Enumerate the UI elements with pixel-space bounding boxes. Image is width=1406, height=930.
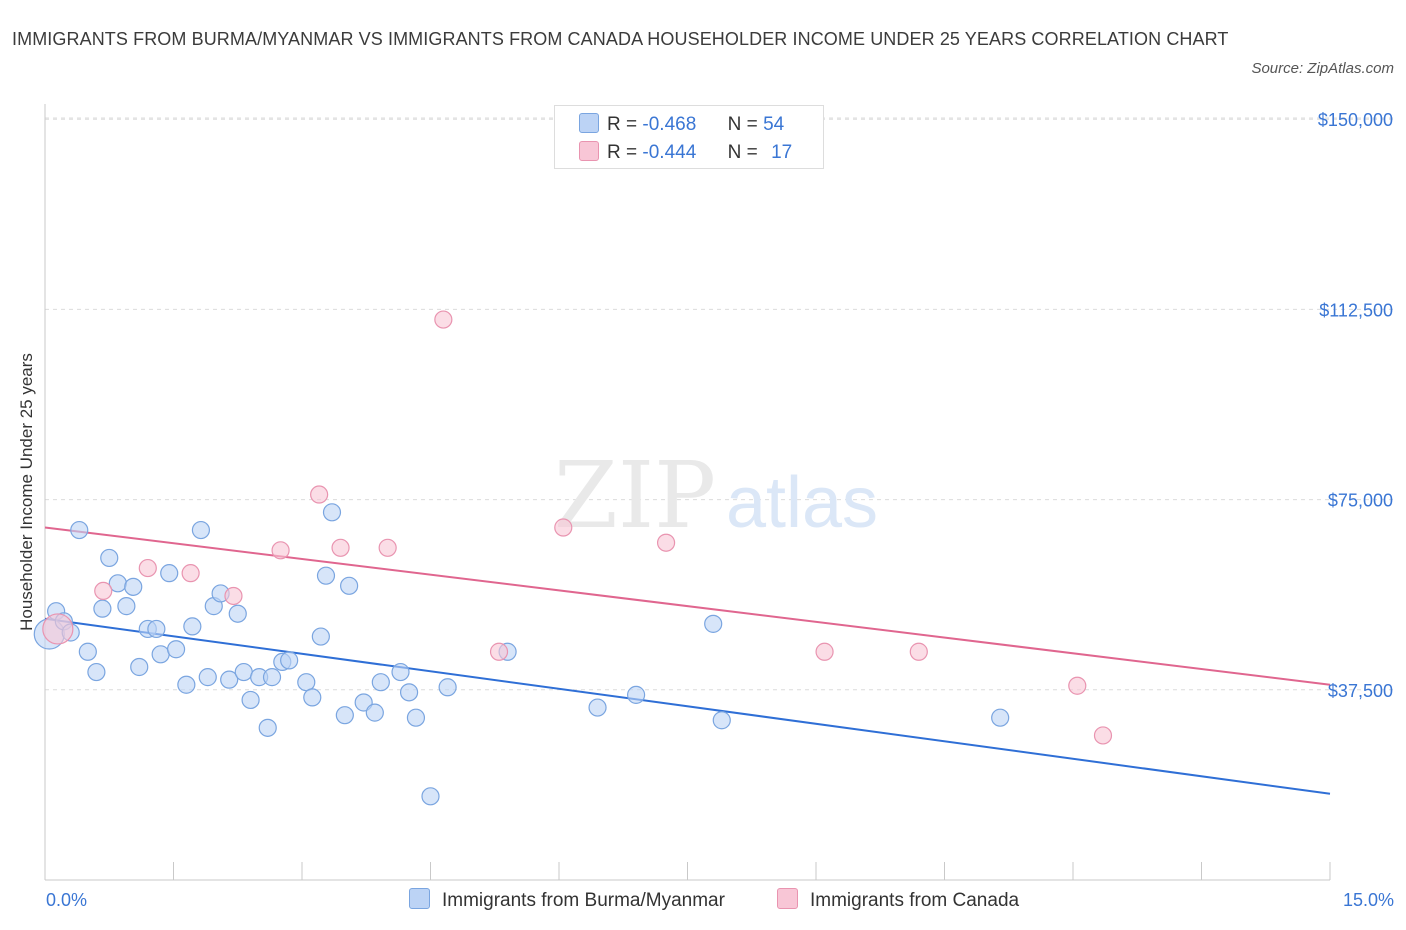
watermark: ZIP atlas xyxy=(554,442,878,549)
burma-point xyxy=(228,604,247,623)
canada-point xyxy=(1068,676,1087,695)
legend-r-value: -0.468 xyxy=(642,114,697,135)
canada-point xyxy=(271,541,290,560)
y-tick-label: $112,500 xyxy=(1319,300,1393,320)
legend-n-label: N = xyxy=(727,114,758,135)
watermark-atlas: atlas xyxy=(726,463,878,543)
burma-point xyxy=(166,640,186,659)
burma-point xyxy=(626,685,646,704)
y-tick-label: $150,000 xyxy=(1318,110,1393,130)
axis-layer xyxy=(44,104,1331,881)
y-tick-labels: $37,500 $75,000 $112,500 $150,000 xyxy=(1318,110,1393,701)
canada-point xyxy=(909,642,928,661)
burma-point xyxy=(406,708,426,727)
y-tick-label: $75,000 xyxy=(1328,491,1393,511)
burma-point xyxy=(87,662,106,682)
canada-point xyxy=(1093,726,1113,745)
burma-point xyxy=(421,787,440,806)
x-tick-label-min: 0.0% xyxy=(46,890,88,910)
series-swatch-pink xyxy=(777,888,798,909)
burma-point xyxy=(365,703,384,722)
y-tick-label: $37,500 xyxy=(1328,681,1393,701)
legend-swatch-blue xyxy=(579,113,599,133)
canada-point xyxy=(94,581,113,601)
burma-point xyxy=(391,662,410,682)
burma-point xyxy=(183,617,202,636)
canada-point xyxy=(656,533,676,552)
legend-r-value: -0.444 xyxy=(642,142,697,163)
burma-point xyxy=(160,564,179,583)
grid-layer xyxy=(45,117,1395,691)
burma-point xyxy=(280,651,299,670)
burma-point xyxy=(303,688,322,707)
burma-point xyxy=(177,675,196,694)
burma-point xyxy=(991,708,1010,727)
burma-point xyxy=(322,503,342,522)
burma-point xyxy=(93,599,112,618)
canada-point xyxy=(434,310,453,329)
canada-trend-line xyxy=(44,526,1331,686)
series-swatch-blue xyxy=(409,888,430,909)
series-legend-label: Immigrants from Burma/Myanmar xyxy=(442,890,725,911)
chart-title: IMMIGRANTS FROM BURMA/MYANMAR VS IMMIGRA… xyxy=(12,29,1229,49)
burma-point xyxy=(704,614,723,633)
burma-point xyxy=(316,566,336,585)
burma-point xyxy=(297,673,316,692)
burma-point xyxy=(191,520,211,540)
burma-point xyxy=(335,706,354,725)
burma-point xyxy=(712,711,731,730)
canada-point xyxy=(224,586,243,606)
burma-point xyxy=(258,718,277,737)
burma-point xyxy=(438,678,457,697)
series-legend-label: Immigrants from Canada xyxy=(810,890,1020,911)
burma-point xyxy=(311,627,330,646)
burma-point xyxy=(70,520,89,540)
burma-point xyxy=(241,690,260,710)
canada-point xyxy=(489,642,509,661)
legend-r-label: R = xyxy=(607,142,638,163)
series-legend-burma[interactable]: Immigrants from Burma/Myanmar xyxy=(409,888,725,912)
burma-point xyxy=(124,577,143,596)
burma-point xyxy=(147,619,166,639)
burma-point xyxy=(151,645,170,664)
legend-row-canada: R = -0.444 N = 17 xyxy=(579,141,792,165)
burma-point xyxy=(78,642,97,661)
burma-point xyxy=(588,698,607,717)
burma-trend-line xyxy=(44,617,1331,795)
burma-point xyxy=(340,576,359,595)
chart-source: Source: ZipAtlas.com xyxy=(1251,60,1394,77)
burma-point xyxy=(198,668,217,687)
legend-r-label: R = xyxy=(607,114,638,135)
trend-layer xyxy=(44,526,1331,795)
burma-point xyxy=(399,683,419,702)
canada-point xyxy=(42,613,74,645)
canada-point xyxy=(554,518,573,537)
correlation-legend: R = -0.468 N = 54 R = -0.444 N = 17 xyxy=(554,105,824,169)
legend-swatch-pink xyxy=(579,141,599,161)
watermark-zip: ZIP xyxy=(554,442,716,549)
canada-point xyxy=(378,538,397,557)
burma-point xyxy=(220,670,239,689)
legend-n-value: 54 xyxy=(763,114,785,135)
canada-point xyxy=(138,558,157,578)
legend-n-value: 17 xyxy=(771,142,793,163)
points-layer xyxy=(33,310,1113,806)
burma-point xyxy=(130,657,149,677)
canada-point xyxy=(310,485,329,504)
x-tick-label-max: 15.0% xyxy=(1342,890,1394,910)
burma-point xyxy=(262,668,282,687)
legend-row-burma: R = -0.468 N = 54 xyxy=(579,113,784,137)
burma-point xyxy=(100,548,119,568)
burma-point xyxy=(234,662,253,682)
canada-point xyxy=(331,538,350,557)
canada-point xyxy=(815,642,834,661)
legend-n-label: N = xyxy=(727,142,758,163)
burma-point xyxy=(371,673,390,692)
canada-point xyxy=(181,564,200,583)
series-legend-canada[interactable]: Immigrants from Canada xyxy=(777,888,1019,912)
burma-point xyxy=(117,597,136,616)
